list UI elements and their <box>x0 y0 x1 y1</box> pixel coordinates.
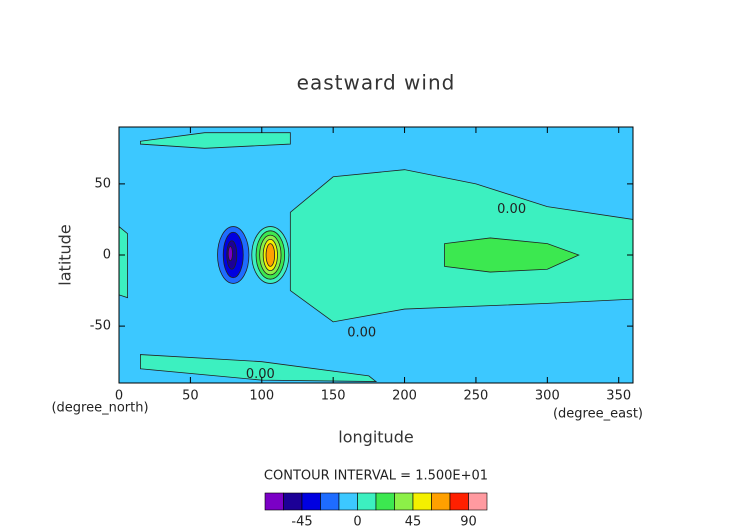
colorbar-box <box>301 492 321 511</box>
contour-label: 0.00 <box>246 367 275 382</box>
colorbar-box <box>283 492 303 511</box>
colorbar-box <box>449 492 469 511</box>
x-tick-label: 100 <box>249 389 274 404</box>
contour-region <box>140 354 378 382</box>
colorbar-tick-label: 0 <box>353 515 361 530</box>
colorbar-box <box>412 492 432 511</box>
contour-region <box>119 226 128 299</box>
colorbar-box <box>431 492 451 511</box>
chart-title: eastward wind <box>297 71 456 95</box>
y-tick-label: 50 <box>94 176 111 191</box>
colorbar-box <box>264 492 284 511</box>
y-tick-label: 0 <box>103 248 111 263</box>
colorbar-tick-label: 45 <box>405 515 422 530</box>
x-tick-label: 0 <box>115 389 123 404</box>
x-tick-label: 150 <box>321 389 346 404</box>
contour-feature <box>265 243 276 267</box>
x-tick-label: 300 <box>535 389 560 404</box>
contour-region <box>140 132 291 149</box>
x-tick-label: 250 <box>464 389 489 404</box>
colorbar-box <box>394 492 414 511</box>
x-tick-label: 350 <box>606 389 631 404</box>
x-tick-label: 50 <box>182 389 199 404</box>
contour-feature <box>227 246 233 262</box>
contour-label: 0.00 <box>497 202 526 217</box>
colorbar-box <box>320 492 340 511</box>
colorbar-box <box>468 492 488 511</box>
colorbar-tick-label: 90 <box>460 515 477 530</box>
colorbar-box <box>375 492 395 511</box>
contour-label: 0.00 <box>347 326 376 341</box>
colorbar-box <box>338 492 358 511</box>
contour-interval: CONTOUR INTERVAL = 1.500E+01 <box>264 469 488 484</box>
plot-area <box>119 127 633 383</box>
y-unit: (degree_north) <box>51 401 148 416</box>
x-unit: (degree_east) <box>553 407 643 422</box>
x-axis-label: longitude <box>338 428 413 447</box>
colorbar-box <box>357 492 377 511</box>
colorbar-tick-label: -45 <box>291 515 312 530</box>
x-tick-label: 200 <box>392 389 417 404</box>
contour-region <box>444 237 580 273</box>
y-axis-label: latitude <box>56 224 75 285</box>
y-tick-label: -50 <box>90 319 111 334</box>
